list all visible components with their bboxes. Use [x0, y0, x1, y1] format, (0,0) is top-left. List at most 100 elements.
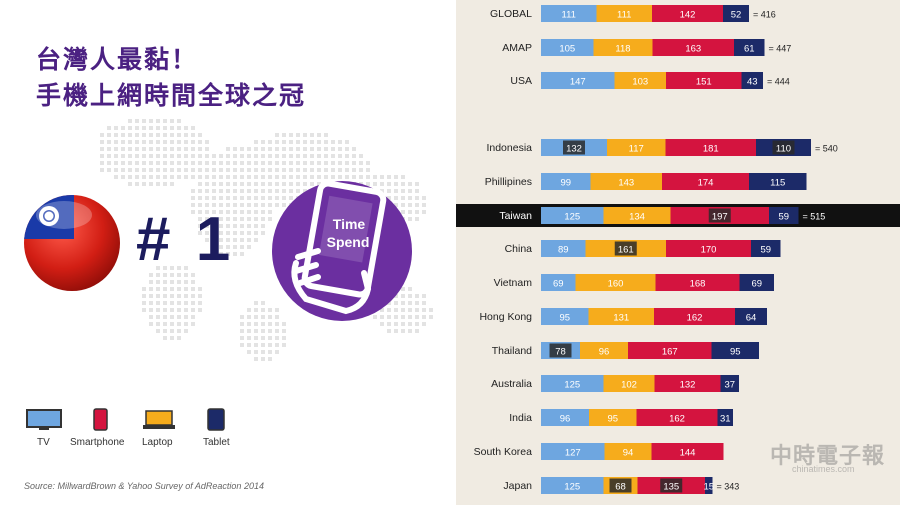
bar-taiwan-tablet: [769, 207, 799, 224]
value-box-china-laptop: [614, 241, 637, 256]
value-label-hong-kong-smartphone: 162: [687, 313, 703, 324]
headline-line-2: 手機上網時間全球之冠: [36, 81, 307, 110]
value-label-australia-laptop: 102: [621, 380, 637, 391]
value-label-usa-smartphone: 151: [696, 77, 712, 88]
value-label-indonesia-tablet: 110: [776, 144, 791, 155]
value-label-india-tablet: 31: [720, 414, 731, 425]
value-label-amap-smartphone: 163: [685, 44, 701, 55]
value-label-global-tv: 111: [562, 10, 576, 21]
value-label-japan-smartphone: 135: [663, 482, 679, 493]
bar-south-korea-laptop: [604, 443, 652, 460]
bar-phillipines-laptop: [590, 173, 662, 190]
value-label-china-smartphone: 170: [701, 245, 717, 256]
value-label-usa-tv: 147: [570, 77, 586, 88]
total-label-global: = 416: [753, 10, 776, 20]
value-label-thailand-tv: 78: [555, 347, 566, 358]
row-label-usa: USA: [510, 75, 532, 87]
bar-phillipines-tv: [541, 173, 591, 190]
bar-global-tv: [541, 5, 597, 22]
bar-hong-kong-tablet: [735, 308, 767, 325]
row-label-australia: Australia: [491, 378, 532, 390]
value-box-japan-smartphone: [660, 478, 683, 493]
legend-label-tablet: Tablet: [203, 437, 230, 448]
bar-thailand-smartphone: [628, 342, 712, 359]
value-label-taiwan-laptop: 134: [629, 212, 645, 223]
row-label-south-korea: South Korea: [474, 446, 533, 458]
rank-number: # 1: [136, 205, 235, 274]
value-label-thailand-smartphone: 167: [662, 347, 678, 358]
bar-indonesia-laptop: [607, 139, 666, 156]
row-label-hong-kong: Hong Kong: [479, 311, 532, 323]
bar-india-laptop: [589, 409, 637, 426]
value-label-indonesia-tv: 132: [566, 144, 582, 155]
headline-line-1: 台灣人最黏！: [36, 45, 199, 74]
value-label-japan-tablet: 15: [703, 482, 714, 493]
value-label-phillipines-laptop: 143: [618, 178, 634, 189]
value-box-indonesia-tablet: [772, 140, 795, 155]
bar-amap-tablet: [734, 39, 765, 56]
bar-amap-tv: [541, 39, 594, 56]
bar-phillipines-smartphone: [662, 173, 749, 190]
bar-australia-smartphone: [654, 375, 721, 392]
bar-india-tablet: [717, 409, 733, 426]
bar-usa-tablet: [741, 72, 763, 89]
value-label-indonesia-laptop: 117: [629, 144, 644, 155]
bar-vietnam-laptop: [575, 274, 656, 291]
bar-indonesia-smartphone: [665, 139, 756, 156]
value-label-global-tablet: 52: [731, 10, 742, 21]
value-label-japan-tv: 125: [564, 482, 580, 493]
time-spend-badge: Time Spend: [272, 180, 412, 321]
bar-hong-kong-laptop: [588, 308, 654, 325]
value-label-vietnam-smartphone: 168: [690, 279, 706, 290]
total-label-usa: = 444: [767, 77, 790, 87]
legend-label-tv: TV: [37, 437, 50, 448]
bar-thailand-laptop: [580, 342, 628, 359]
bar-india-tv: [541, 409, 589, 426]
row-label-japan: Japan: [503, 480, 532, 492]
value-label-taiwan-smartphone: 197: [712, 212, 728, 223]
value-label-south-korea-tv: 127: [565, 448, 581, 459]
value-label-china-laptop: 161: [618, 245, 634, 256]
value-label-south-korea-laptop: 94: [623, 448, 634, 459]
value-label-hong-kong-tv: 95: [559, 313, 570, 324]
bar-amap-smartphone: [652, 39, 734, 56]
taiwan-flag-icon: [24, 195, 120, 291]
bar-global-tablet: [723, 5, 749, 22]
value-label-usa-laptop: 103: [632, 77, 648, 88]
value-label-hong-kong-laptop: 131: [613, 313, 629, 324]
bar-australia-laptop: [603, 375, 655, 392]
bar-south-korea-tv: [541, 443, 605, 460]
bar-thailand-tablet: [711, 342, 759, 359]
bar-taiwan-laptop: [603, 207, 671, 224]
bar-japan-tablet: [705, 477, 713, 494]
bar-china-smartphone: [666, 240, 751, 257]
value-label-phillipines-tv: 99: [560, 178, 571, 189]
legend-label-smartphone: Smartphone: [70, 437, 125, 448]
bar-south-korea-smartphone: [651, 443, 724, 460]
bar-phillipines-tablet: [749, 173, 807, 190]
phone-in-hand-icon: [291, 180, 387, 315]
bar-usa-laptop: [614, 72, 666, 89]
bar-amap-laptop: [593, 39, 653, 56]
bar-india-smartphone: [636, 409, 718, 426]
bar-hong-kong-tv: [541, 308, 589, 325]
row-label-phillipines: Phillipines: [485, 176, 532, 188]
watermark-logo: 中時電子報: [770, 444, 886, 469]
bar-global-smartphone: [652, 5, 723, 22]
value-label-global-smartphone: 142: [680, 10, 696, 21]
value-box-indonesia-tv: [563, 140, 585, 155]
value-label-usa-tablet: 43: [747, 77, 758, 88]
value-label-australia-tablet: 37: [724, 380, 735, 391]
value-label-japan-laptop: 68: [615, 482, 626, 493]
bar-vietnam-tablet: [739, 274, 774, 291]
bar-japan-tv: [541, 477, 604, 494]
row-label-indonesia: Indonesia: [486, 142, 532, 154]
bar-vietnam-tv: [541, 274, 576, 291]
value-label-india-tv: 96: [560, 414, 571, 425]
laptop-icon: [143, 410, 175, 429]
watermark-url: chinatimes.com: [792, 464, 855, 474]
value-label-china-tablet: 59: [760, 245, 771, 256]
value-box-taiwan-smartphone: [708, 208, 731, 223]
bar-china-tv: [541, 240, 586, 257]
value-label-thailand-laptop: 96: [599, 347, 610, 358]
